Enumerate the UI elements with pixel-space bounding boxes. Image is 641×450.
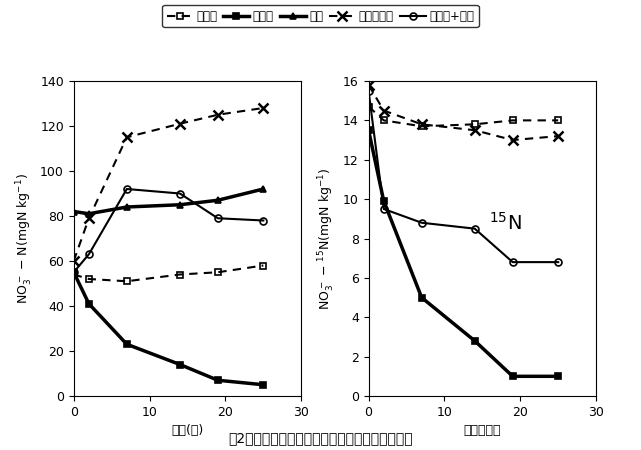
Legend: 無処理, 麦わら, 堆肥, バーク堂肥, 麦わら+硫安: 無処理, 麦わら, 堆肥, バーク堂肥, 麦わら+硫安 xyxy=(162,5,479,27)
Y-axis label: NO$_3^-$ $-$ $^{15}$N(mgN kg$^{-1}$): NO$_3^-$ $-$ $^{15}$N(mgN kg$^{-1}$) xyxy=(317,167,337,310)
Y-axis label: NO$_3^-$ $-$ N(mgN kg$^{-1}$): NO$_3^-$ $-$ N(mgN kg$^{-1}$) xyxy=(15,173,35,304)
Text: 囲2　有機物添加土壌の窒酸態窒素の経時的変化: 囲2 有機物添加土壌の窒酸態窒素の経時的変化 xyxy=(228,432,413,446)
X-axis label: 時間(日): 時間(日) xyxy=(171,424,204,437)
X-axis label: 時間（日）: 時間（日） xyxy=(463,424,501,437)
Text: $^{15}$N: $^{15}$N xyxy=(488,212,522,234)
